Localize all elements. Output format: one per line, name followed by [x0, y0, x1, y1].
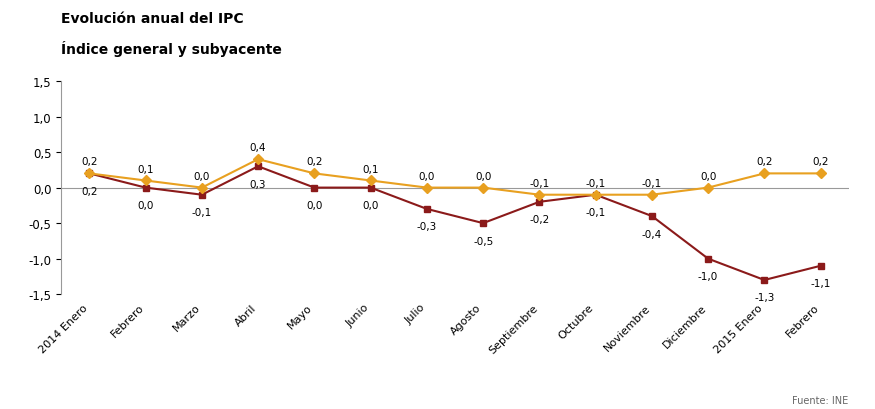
Text: 0,0: 0,0	[306, 200, 323, 211]
Text: 0,0: 0,0	[475, 171, 492, 181]
Subyacente	[197, 186, 207, 191]
Subyacente	[760, 171, 770, 176]
Text: 0,0: 0,0	[700, 171, 717, 181]
Subyacente	[647, 193, 657, 198]
Subyacente	[816, 171, 826, 176]
Text: -1,0: -1,0	[698, 272, 718, 281]
Text: -0,2: -0,2	[529, 215, 550, 225]
Subyacente	[309, 171, 319, 176]
Índice general	[422, 207, 432, 212]
Line: Subyacente: Subyacente	[86, 156, 824, 199]
Text: Evolución anual del IPC: Evolución anual del IPC	[61, 12, 244, 26]
Text: 0,2: 0,2	[756, 157, 773, 167]
Índice general	[478, 221, 488, 226]
Text: 0,2: 0,2	[306, 157, 323, 167]
Índice general	[197, 193, 207, 198]
Text: -0,1: -0,1	[585, 178, 605, 188]
Subyacente	[140, 179, 150, 184]
Text: -0,3: -0,3	[416, 222, 437, 232]
Text: 0,0: 0,0	[419, 171, 435, 181]
Índice general	[366, 186, 376, 191]
Text: Índice general y subyacente: Índice general y subyacente	[61, 41, 282, 57]
Text: -0,4: -0,4	[641, 229, 662, 239]
Text: -0,1: -0,1	[585, 208, 605, 218]
Text: 0,1: 0,1	[362, 164, 379, 174]
Text: 0,4: 0,4	[250, 143, 266, 153]
Text: -1,1: -1,1	[810, 279, 831, 289]
Subyacente	[591, 193, 601, 198]
Subyacente	[478, 186, 488, 191]
Text: 0,2: 0,2	[812, 157, 829, 167]
Text: 0,0: 0,0	[193, 171, 210, 181]
Subyacente	[253, 157, 263, 162]
Índice general	[816, 264, 826, 269]
Text: 0,1: 0,1	[137, 164, 154, 174]
Text: Fuente: INE: Fuente: INE	[793, 395, 849, 405]
Subyacente	[366, 179, 376, 184]
Text: -0,1: -0,1	[641, 178, 662, 188]
Índice general	[140, 186, 150, 191]
Índice general	[253, 164, 263, 169]
Índice general	[84, 171, 94, 176]
Índice general	[309, 186, 319, 191]
Text: -1,3: -1,3	[754, 293, 774, 303]
Subyacente	[422, 186, 432, 191]
Índice general	[647, 214, 657, 219]
Subyacente	[84, 171, 94, 176]
Text: 0,3: 0,3	[250, 179, 266, 189]
Text: -0,5: -0,5	[473, 236, 494, 246]
Índice general	[760, 278, 770, 283]
Text: 0,0: 0,0	[137, 200, 154, 211]
Text: 0,0: 0,0	[362, 200, 379, 211]
Text: -0,1: -0,1	[529, 178, 550, 188]
Índice general	[591, 193, 601, 198]
Subyacente	[703, 186, 713, 191]
Line: Índice general: Índice general	[86, 164, 824, 284]
Text: 0,2: 0,2	[81, 187, 98, 196]
Text: 0,2: 0,2	[81, 157, 98, 167]
Índice general	[534, 200, 544, 205]
Subyacente	[534, 193, 544, 198]
Índice general	[703, 256, 713, 261]
Text: -0,1: -0,1	[192, 208, 212, 218]
